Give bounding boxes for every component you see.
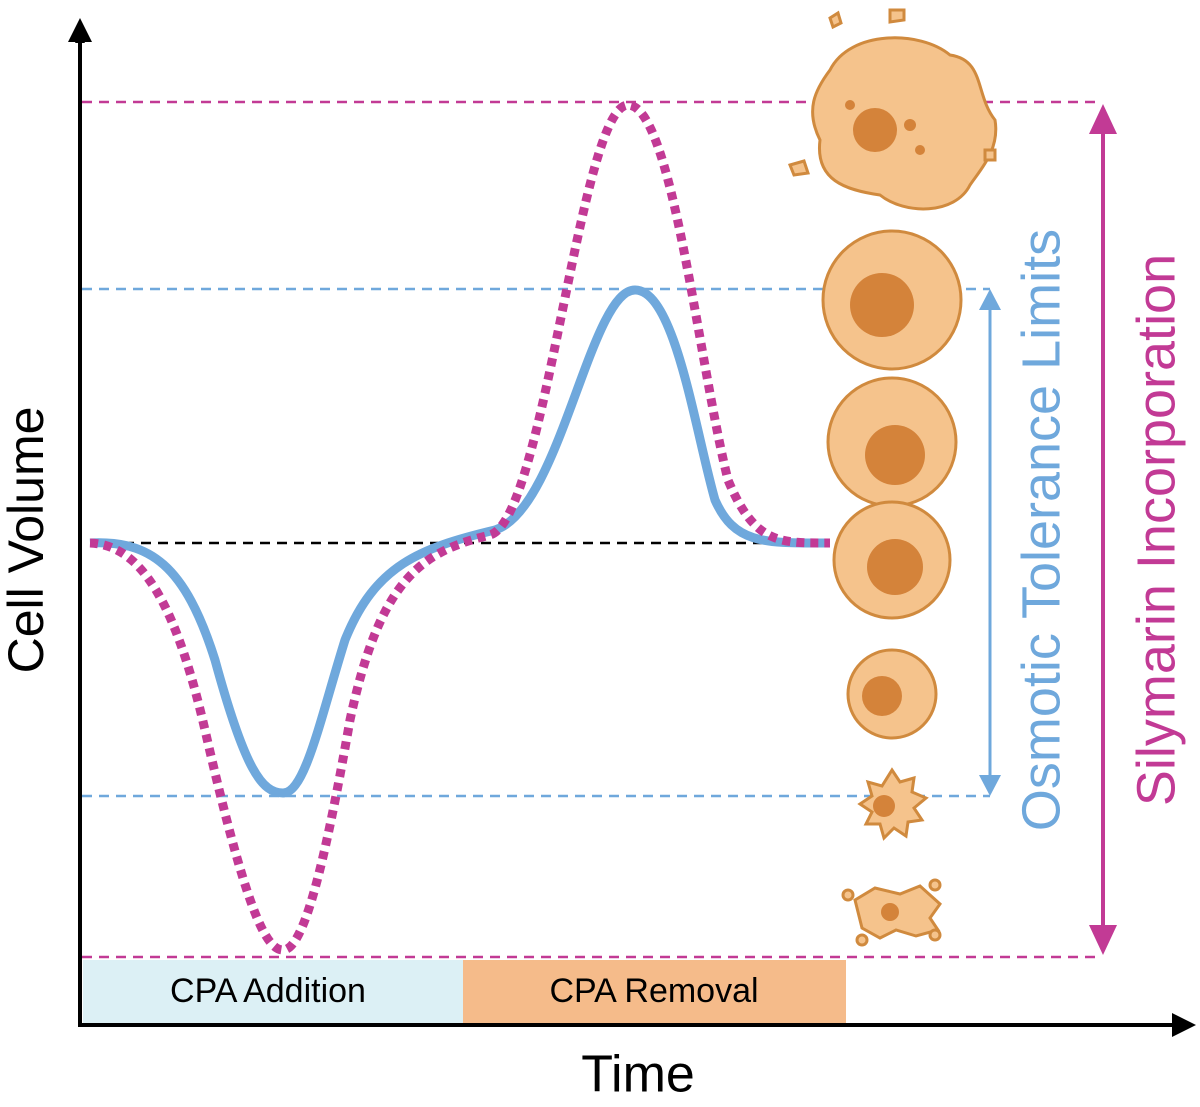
phase-removal-box: [463, 960, 846, 1023]
y-axis-label: Cell Volume: [0, 407, 54, 674]
osmotic-label: Osmotic Tolerance Limits: [1011, 229, 1071, 831]
osmotic-limit-arrow: [979, 289, 1001, 796]
phase-label: CPA Removal: [549, 972, 758, 1010]
phase-label: CPA Addition: [170, 972, 366, 1010]
curve-control: [89, 285, 831, 798]
phase-addition-box: [83, 960, 463, 1023]
cell-illustrations: [787, 8, 998, 947]
x-axis-label: Time: [581, 1046, 695, 1104]
silymarin-label: Silymarin Incorporation: [1126, 254, 1186, 806]
curve-silymarin: [89, 100, 831, 955]
reference-lines: [82, 100, 1100, 959]
silymarin-limit-arrow: [1089, 104, 1117, 955]
